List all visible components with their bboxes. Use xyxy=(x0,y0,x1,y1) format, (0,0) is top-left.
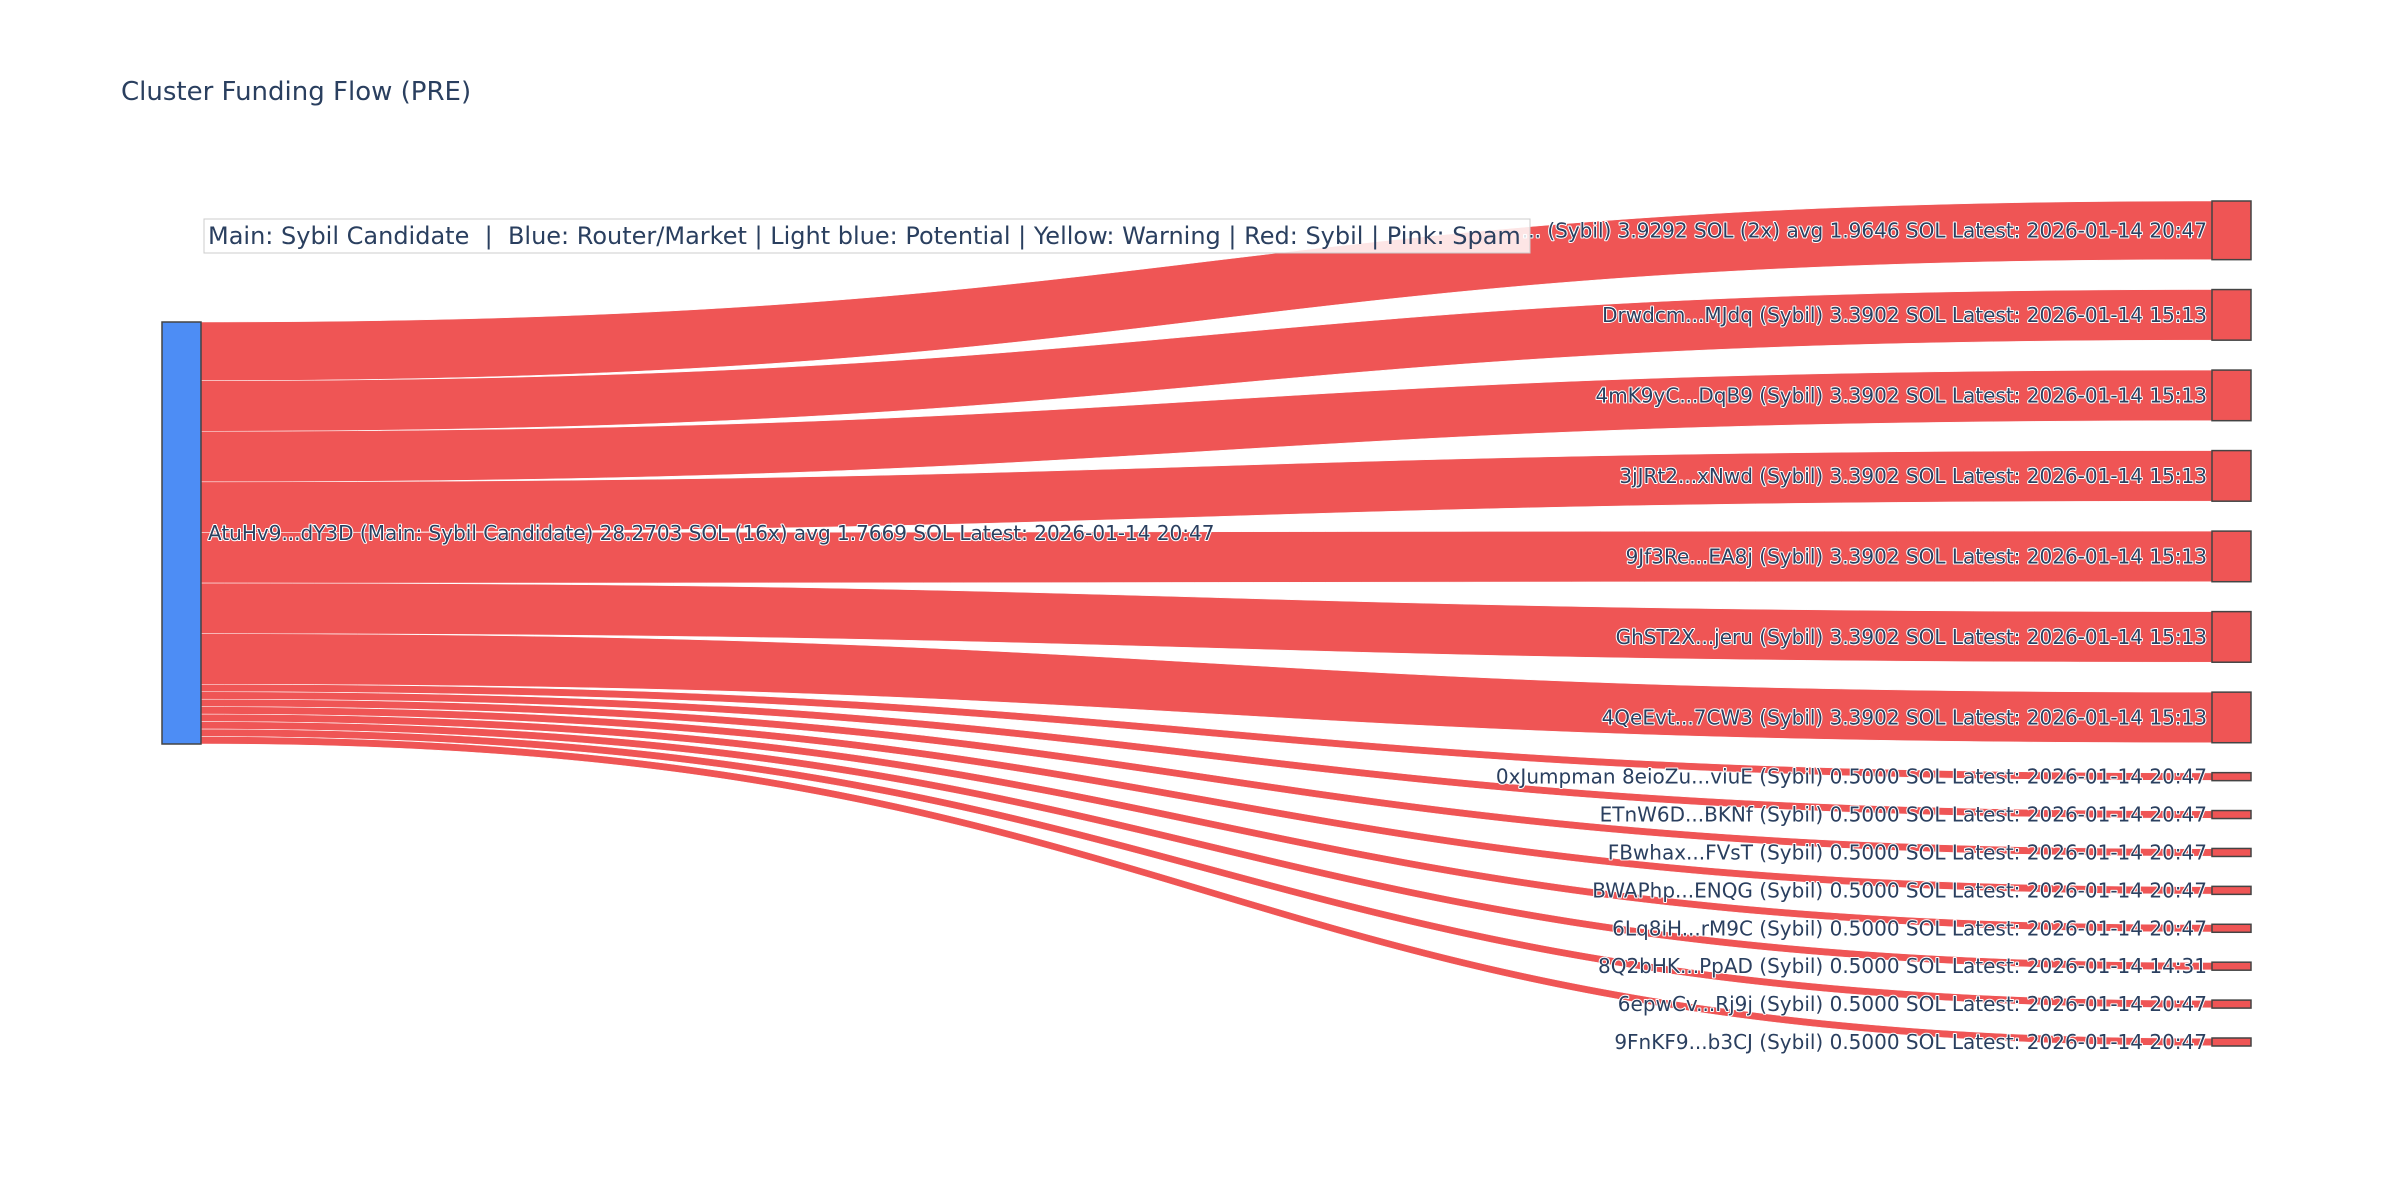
target-node-label: 8Q2bHK...PpAD (Sybil) 0.5000 SOL Latest:… xyxy=(1598,954,2207,978)
target-node xyxy=(2211,369,2252,422)
legend-text: Main: Sybil Candidate | Blue: Router/Mar… xyxy=(208,222,1521,250)
target-node xyxy=(2211,1037,2252,1047)
source-node xyxy=(161,321,202,745)
target-node-label: FBwhax...FVsT (Sybil) 0.5000 SOL Latest:… xyxy=(1608,840,2207,864)
legend-box xyxy=(203,218,1531,254)
target-node-label: ... (Sybil) 3.9292 SOL (2x) avg 1.9646 S… xyxy=(1522,218,2207,242)
target-node-label: Drwdcm...MJdq (Sybil) 3.3902 SOL Latest:… xyxy=(1602,303,2207,327)
target-node xyxy=(2211,923,2252,934)
target-node-label: BWAPhp...ENQG (Sybil) 0.5000 SOL Latest:… xyxy=(1592,878,2207,902)
target-node-label: 4QeEvt...7CW3 (Sybil) 3.3902 SOL Latest:… xyxy=(1602,705,2207,729)
target-node xyxy=(2211,691,2252,744)
target-node-label: ETnW6D...BKNf (Sybil) 0.5000 SOL Latest:… xyxy=(1600,803,2207,827)
target-node-label: GhST2X...jeru (Sybil) 3.3902 SOL Latest:… xyxy=(1616,625,2207,649)
source-node-label: AtuHv9...dY3D (Main: Sybil Candidate) 28… xyxy=(208,521,1214,545)
target-node xyxy=(2211,961,2252,971)
target-node-label: 4mK9yC...DqB9 (Sybil) 3.3902 SOL Latest:… xyxy=(1595,383,2207,407)
target-node xyxy=(2211,610,2252,663)
target-node xyxy=(2211,885,2252,896)
target-node xyxy=(2211,999,2252,1009)
target-node xyxy=(2211,288,2252,341)
sankey-links xyxy=(200,200,2213,1046)
target-node-label: 0xJumpman 8eioZu...viuE (Sybil) 0.5000 S… xyxy=(1496,765,2207,789)
target-node xyxy=(2211,847,2252,858)
target-node xyxy=(2211,449,2252,502)
target-node xyxy=(2211,530,2252,583)
target-node-label: 9Jf3Re...EA8j (Sybil) 3.3902 SOL Latest:… xyxy=(1626,544,2207,568)
chart-title: Cluster Funding Flow (PRE) xyxy=(121,77,471,107)
legend-annotation: Main: Sybil Candidate | Blue: Router/Mar… xyxy=(203,218,1531,254)
sankey-nodes xyxy=(161,200,2252,1047)
target-node xyxy=(2211,200,2252,261)
target-node-label: 9FnKF9...b3CJ (Sybil) 0.5000 SOL Latest:… xyxy=(1614,1030,2207,1054)
sankey-labels: ... (Sybil) 3.9292 SOL (2x) avg 1.9646 S… xyxy=(207,217,2208,1055)
target-node xyxy=(2211,809,2252,820)
target-node-label: 6Lq8iH...rM9C (Sybil) 0.5000 SOL Latest:… xyxy=(1612,916,2207,940)
target-node-label: 3jJRt2...xNwd (Sybil) 3.3902 SOL Latest:… xyxy=(1619,464,2207,488)
target-node xyxy=(2211,771,2252,782)
target-node-label: 6epwCv...Rj9j (Sybil) 0.5000 SOL Latest:… xyxy=(1618,992,2207,1016)
